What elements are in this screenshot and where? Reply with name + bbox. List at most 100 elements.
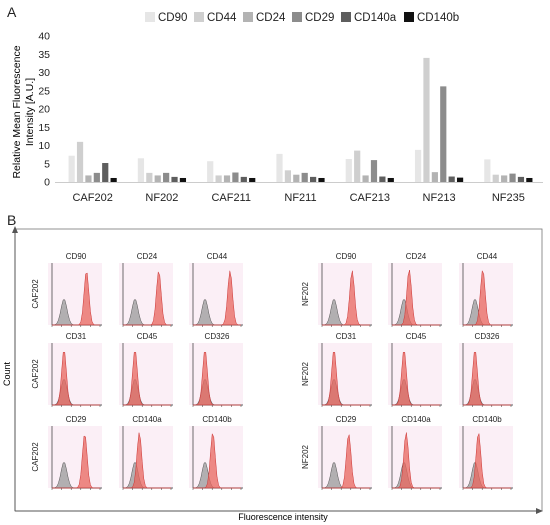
legend-label: CD29: [305, 12, 334, 24]
legend-swatch-cd90: [145, 12, 155, 22]
stained-histogram: [463, 269, 511, 326]
bar-cd44-nf213: [423, 57, 430, 182]
histogram-background: [48, 343, 102, 405]
bar-cd24-caf211: [223, 175, 231, 182]
legend-label: CD140b: [417, 12, 459, 24]
marker-title: CD326: [205, 332, 230, 341]
stained-histogram: [392, 269, 440, 326]
histogram-background: [189, 263, 243, 325]
y-tick-label: 10: [38, 140, 50, 152]
bar-cd29-caf202: [93, 172, 100, 182]
bar-cd140b-caf211: [249, 177, 256, 182]
histogram-caf202-cd45: CD45: [119, 332, 173, 407]
bar-cd140a-nf213: [448, 176, 455, 182]
x-tick-label: CAF213: [350, 192, 390, 204]
bar-cd24-caf213: [362, 175, 369, 182]
marker-title: CD45: [137, 332, 158, 341]
histogram-nf202-cd31: CD31: [318, 332, 372, 407]
sample-label: CAF202: [31, 442, 40, 472]
intensity-axis-arrowhead: [536, 508, 543, 514]
stained-histogram: [463, 352, 511, 406]
y-tick-label: 5: [44, 158, 50, 170]
stained-histogram: [322, 270, 370, 326]
bar-cd90-caf211: [207, 161, 214, 182]
sample-label: NF202: [301, 444, 310, 469]
stained-histogram: [193, 432, 241, 489]
marker-title: CD31: [336, 332, 357, 341]
histogram-caf202-cd29: CD29: [48, 415, 102, 490]
bar-cd29-nf235: [509, 173, 516, 182]
histogram-background: [48, 263, 102, 325]
stained-histogram: [193, 352, 241, 406]
bar-cd29-nf213: [440, 86, 447, 182]
bar-cd140a-caf211: [240, 176, 247, 182]
bar-cd90-nf213: [414, 149, 422, 182]
legend-swatch-cd140b: [404, 12, 414, 22]
histogram-background: [388, 263, 442, 325]
panel-label-b: B: [7, 212, 17, 228]
stained-histogram: [392, 432, 440, 489]
marker-title: CD45: [406, 332, 427, 341]
legend-swatch-cd140a: [341, 12, 351, 22]
legend-label: CD44: [207, 12, 237, 24]
stained-histogram: [52, 272, 100, 326]
histogram-background: [189, 343, 243, 405]
bar-cd29-nf211: [301, 172, 308, 182]
bar-cd90-nf211: [276, 153, 283, 182]
intensity-axis-label: Fluorescence intensity: [238, 512, 328, 522]
count-axis-arrowhead: [12, 226, 18, 233]
histogram-caf202-cd31: CD31: [48, 332, 102, 407]
bar-cd140a-nf235: [517, 176, 525, 182]
marker-title: CD29: [66, 415, 87, 424]
y-tick-label: 20: [38, 104, 50, 116]
histogram-nf202-cd24: CD24: [388, 252, 442, 327]
histogram-background: [119, 343, 173, 405]
marker-title: CD29: [336, 415, 357, 424]
bar-cd44-caf213: [354, 150, 361, 182]
histogram-nf202-cd140a: CD140a: [388, 415, 442, 490]
marker-title: CD90: [66, 252, 87, 261]
histogram-background: [119, 426, 173, 488]
bar-cd140a-nf202: [171, 176, 178, 182]
histogram-background: [318, 343, 372, 405]
bar-cd24-nf202: [154, 175, 161, 182]
marker-title: CD44: [477, 252, 498, 261]
histogram-caf202-cd44: CD44: [189, 252, 243, 327]
y-axis-label: Relative Mean Fluorescence: [11, 45, 23, 178]
stained-histogram: [52, 435, 100, 489]
legend-swatch-cd29: [292, 12, 302, 22]
histogram-background: [459, 343, 513, 405]
y-tick-label: 30: [38, 67, 50, 79]
x-axis-tick-labels: CAF202 NF202 CAF211 NF211 CAF213 NF213 NF235: [72, 192, 524, 204]
y-tick-label: 40: [38, 31, 50, 43]
bar-cd140b-nf211: [318, 177, 325, 182]
stained-histogram: [123, 270, 171, 326]
bar-cd140a-caf213: [379, 176, 386, 182]
histogram-nf202-cd29: CD29: [318, 415, 372, 490]
marker-title: CD326: [475, 332, 500, 341]
marker-title: CD140b: [472, 415, 502, 424]
y-axis: 0 5 10 15 20 25 30 35 40: [38, 31, 543, 189]
bar-cd140a-nf211: [310, 176, 317, 182]
bar-cd90-caf213: [345, 159, 352, 182]
bar-cd44-caf202: [76, 141, 84, 182]
x-tick-label: NF202: [145, 192, 178, 204]
bar-cd140b-nf213: [456, 177, 464, 182]
sample-label: CAF202: [31, 279, 40, 309]
marker-title: CD44: [207, 252, 228, 261]
bar-cd24-caf202: [85, 175, 92, 182]
bar-cd44-nf202: [146, 172, 153, 182]
histogram-caf202-cd140b: CD140b: [189, 415, 243, 490]
histogram-background: [459, 426, 513, 488]
bar-cd140b-caf213: [387, 177, 394, 182]
marker-title: CD140b: [202, 415, 232, 424]
x-tick-label: NF235: [492, 192, 525, 204]
legend-swatch-cd24: [243, 12, 253, 22]
histogram-caf202-cd140a: CD140a: [119, 415, 173, 490]
histogram-background: [388, 343, 442, 405]
bar-cd140b-caf202: [110, 177, 117, 182]
stained-histogram: [322, 352, 370, 406]
bar-cd90-caf202: [68, 155, 75, 182]
